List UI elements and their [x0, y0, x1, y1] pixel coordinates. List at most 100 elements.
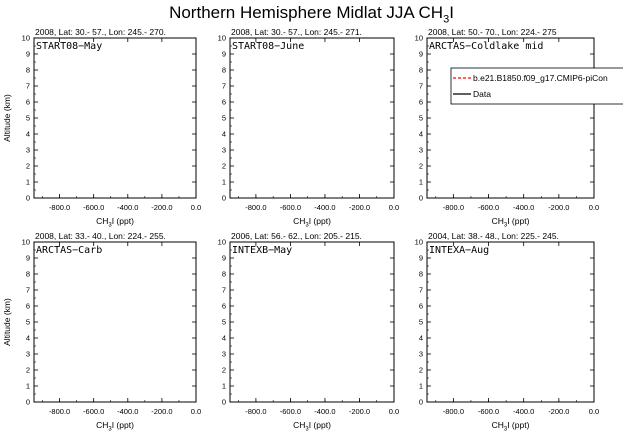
- y-axis-label: Altitude (km): [2, 298, 12, 346]
- x-tick-label: -800.0: [49, 203, 70, 212]
- panel-header: 2004, Lat: 38.- 48., Lon: 225.- 245.: [428, 231, 559, 241]
- y-tick-label: 0: [26, 194, 30, 203]
- x-tick-label: -800.0: [443, 203, 464, 212]
- y-tick-label: 5: [26, 318, 30, 327]
- y-tick-label: 8: [222, 270, 226, 279]
- y-tick-label: 9: [26, 50, 30, 59]
- y-axis-label: Altitude (km): [2, 94, 12, 142]
- y-tick-label: 3: [419, 146, 423, 155]
- x-axis-label: CH3I (ppt): [492, 420, 530, 433]
- y-tick-label: 7: [419, 82, 423, 91]
- x-tick-label: -200.0: [548, 407, 569, 416]
- figure-title-subscript: 3: [443, 13, 450, 26]
- y-tick-label: 9: [419, 254, 423, 263]
- x-tick-label: 0.0: [389, 407, 399, 416]
- x-tick-label: 0.0: [589, 203, 599, 212]
- x-tick-label: -600.0: [83, 203, 104, 212]
- y-tick-label: 6: [26, 302, 30, 311]
- x-tick-label: -800.0: [49, 407, 70, 416]
- y-tick-label: 4: [26, 334, 30, 343]
- y-tick-label: 10: [415, 34, 423, 43]
- legend: b.e21.B1850.f09_g17.CMIP6-piCon Data: [450, 67, 623, 105]
- y-tick-label: 2: [222, 162, 226, 171]
- x-tick-label: -200.0: [548, 203, 569, 212]
- legend-entry: Data: [473, 89, 491, 99]
- y-tick-label: 7: [26, 82, 30, 91]
- y-tick-label: 6: [26, 98, 30, 107]
- y-tick-label: 4: [419, 130, 423, 139]
- y-tick-label: 10: [22, 238, 30, 247]
- y-tick-label: 10: [218, 34, 226, 43]
- x-tick-label: -600.0: [478, 203, 499, 212]
- y-tick-label: 9: [222, 254, 226, 263]
- y-tick-label: 4: [26, 130, 30, 139]
- y-tick-label: 6: [222, 98, 226, 107]
- x-tick-label: -400.0: [513, 203, 534, 212]
- y-tick-label: 7: [26, 286, 30, 295]
- y-tick-label: 3: [26, 146, 30, 155]
- y-tick-label: 10: [415, 238, 423, 247]
- y-tick-label: 3: [419, 350, 423, 359]
- y-tick-label: 0: [26, 398, 30, 407]
- y-tick-label: 8: [26, 66, 30, 75]
- y-tick-label: 8: [222, 66, 226, 75]
- y-tick-label: 3: [26, 350, 30, 359]
- campaign-label: ARCTAS−Carb: [36, 245, 102, 256]
- x-tick-label: -800.0: [443, 407, 464, 416]
- chart-panel-1: 2008, Lat: 30.- 57., Lon: 245.- 270. STAR…: [2, 27, 201, 229]
- campaign-label: INTEXA−Aug: [429, 245, 489, 256]
- x-tick-label: -800.0: [245, 203, 266, 212]
- y-tick-label: 5: [222, 114, 226, 123]
- x-tick-label: -400.0: [117, 203, 138, 212]
- y-tick-label: 0: [222, 398, 226, 407]
- y-tick-label: 9: [26, 254, 30, 263]
- chart-panel-2: 2008, Lat: 30.- 57., Lon: 245.- 271. STAR…: [218, 27, 400, 229]
- y-tick-label: 1: [222, 178, 226, 187]
- x-axis-label: CH3I (ppt): [293, 420, 331, 433]
- legend-box: [450, 67, 623, 105]
- y-tick-label: 3: [222, 350, 226, 359]
- x-axis-label: CH3I (ppt): [96, 420, 134, 433]
- y-tick-label: 2: [222, 366, 226, 375]
- x-tick-label: -400.0: [117, 407, 138, 416]
- y-tick-label: 10: [218, 238, 226, 247]
- figure-title-tail: I: [449, 3, 454, 22]
- x-tick-label: -800.0: [245, 407, 266, 416]
- panel-header: 2008, Lat: 30.- 57., Lon: 245.- 271.: [231, 27, 362, 37]
- chart-panel-5: 2006, Lat: 56.- 62., Lon: 205.- 215. INTE…: [218, 231, 400, 433]
- plot-frame: [33, 37, 197, 199]
- panel-header: 2008, Lat: 33.- 40., Lon: 224.- 255.: [35, 231, 166, 241]
- x-tick-label: -200.0: [349, 203, 370, 212]
- plot-frame: [229, 37, 395, 199]
- y-tick-label: 4: [419, 334, 423, 343]
- x-tick-label: 0.0: [191, 407, 201, 416]
- figure-title: Northern Hemisphere Midlat JJA CH3I: [0, 3, 623, 25]
- y-tick-label: 1: [26, 382, 30, 391]
- plot-frame: [229, 241, 395, 403]
- y-tick-label: 2: [419, 366, 423, 375]
- x-tick-label: -400.0: [314, 203, 335, 212]
- y-tick-label: 5: [419, 114, 423, 123]
- panel-header: 2008, Lat: 30.- 57., Lon: 245.- 270.: [35, 27, 166, 37]
- y-tick-label: 6: [419, 98, 423, 107]
- campaign-label: INTEXB−May: [232, 245, 292, 256]
- y-tick-label: 4: [222, 130, 226, 139]
- y-tick-label: 9: [419, 50, 423, 59]
- plot-frame: [426, 37, 595, 199]
- y-tick-label: 10: [22, 34, 30, 43]
- x-tick-label: -200.0: [151, 407, 172, 416]
- y-tick-label: 0: [419, 398, 423, 407]
- x-tick-label: 0.0: [589, 407, 599, 416]
- x-tick-label: 0.0: [389, 203, 399, 212]
- y-tick-label: 8: [419, 66, 423, 75]
- y-tick-label: 6: [222, 302, 226, 311]
- figure-title-main: Northern Hemisphere Midlat JJA CH: [169, 3, 444, 22]
- x-tick-label: -400.0: [314, 407, 335, 416]
- x-tick-label: -600.0: [280, 407, 301, 416]
- y-tick-label: 8: [26, 270, 30, 279]
- chart-panel-3: 2008, Lat: 50.- 70., Lon: 224.- 275 ARCTA…: [415, 27, 623, 229]
- plot-frame: [426, 241, 595, 403]
- x-tick-label: -600.0: [280, 203, 301, 212]
- y-tick-label: 1: [419, 178, 423, 187]
- y-tick-label: 5: [26, 114, 30, 123]
